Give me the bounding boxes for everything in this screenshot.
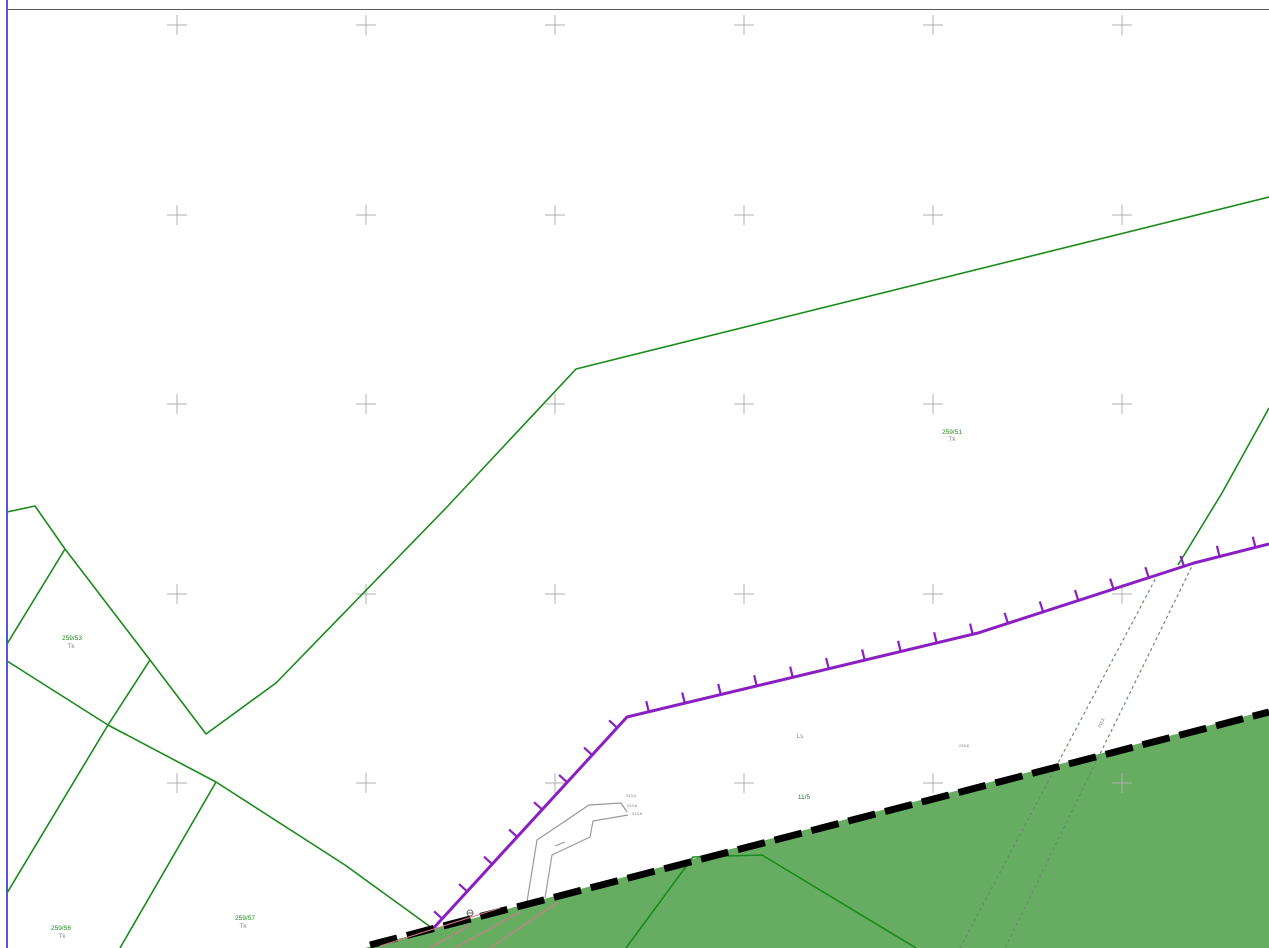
elevation-label-3: 213,6 bbox=[632, 811, 643, 816]
grid-cross-icon bbox=[1112, 773, 1132, 793]
hatch-tick bbox=[583, 746, 593, 756]
structure-inner bbox=[544, 814, 629, 899]
hatch-tick bbox=[969, 623, 974, 635]
grid-cross-icon bbox=[356, 205, 376, 225]
grid-cross-icon bbox=[356, 773, 376, 793]
parcel-boundary-253-left bbox=[6, 548, 66, 645]
hatch-tick bbox=[1179, 555, 1185, 567]
hatch-tick bbox=[433, 910, 443, 920]
hatch-tick bbox=[483, 855, 493, 865]
hatch-tick bbox=[608, 719, 618, 729]
grid-cross-icon bbox=[356, 15, 376, 35]
hatch-tick bbox=[458, 883, 468, 893]
utility-lines bbox=[379, 901, 559, 948]
hatch-tick bbox=[558, 774, 568, 784]
forest-path-a bbox=[959, 573, 1159, 948]
hatch-tick bbox=[897, 640, 902, 652]
grid-cross-icon bbox=[167, 584, 187, 604]
grid-cross-icon bbox=[1112, 15, 1132, 35]
forest-paths bbox=[959, 561, 1195, 948]
elevation-label-1: 213,0 bbox=[626, 793, 637, 798]
hatch-tick bbox=[825, 657, 830, 669]
grid-cross-icon bbox=[167, 394, 187, 414]
parcel-boundary-east bbox=[1177, 407, 1269, 566]
parcel-landuse-259-53: Tk bbox=[67, 643, 75, 650]
hatch-tick bbox=[1251, 536, 1257, 548]
grid-cross-icon bbox=[923, 15, 943, 35]
grid-cross-icon bbox=[923, 394, 943, 414]
grid-cross-icon bbox=[545, 15, 565, 35]
hatch-tick bbox=[789, 666, 794, 678]
parcel-number-259-56: 259/56 bbox=[51, 925, 71, 932]
elevation-label-5: 215,8 bbox=[1096, 717, 1105, 729]
parcel-number-259-51: 259/51 bbox=[942, 429, 962, 436]
structure-outline bbox=[525, 802, 629, 909]
parcel-number-259-57: 259/57 bbox=[235, 915, 255, 922]
grid-cross-icon bbox=[1112, 205, 1132, 225]
structure-outer bbox=[525, 802, 628, 909]
grid-cross-icon bbox=[734, 15, 754, 35]
grid-cross-icon bbox=[167, 773, 187, 793]
grid-cross-icon bbox=[734, 584, 754, 604]
parcel-boundary-257 bbox=[119, 781, 217, 948]
hatch-tick bbox=[1003, 612, 1009, 624]
utility-line-d bbox=[489, 901, 559, 948]
elevation-label-4: 216,8 bbox=[959, 743, 970, 748]
hatch-tick bbox=[753, 674, 758, 687]
parcel-landuse-259-51: Tk bbox=[948, 436, 956, 443]
grid-cross-icon bbox=[923, 584, 943, 604]
hatch-tick bbox=[645, 700, 650, 713]
parcel-number-259-53: 259/53 bbox=[62, 635, 82, 642]
elevation-label-2: 213,6 bbox=[627, 803, 638, 808]
hatch-tick bbox=[681, 692, 686, 704]
parcel-boundary-256 bbox=[6, 724, 109, 894]
hatch-tick bbox=[1144, 566, 1150, 579]
control-point-icon bbox=[466, 909, 474, 917]
hatch-tick bbox=[861, 649, 866, 661]
grid-cross-icon bbox=[545, 394, 565, 414]
utility-line-b bbox=[429, 924, 471, 948]
grid-cross-icon bbox=[545, 205, 565, 225]
grid-cross-icon bbox=[167, 205, 187, 225]
admin-boundary-line bbox=[369, 708, 1269, 948]
utility-line-c bbox=[454, 911, 521, 948]
grid-crosses bbox=[167, 15, 1132, 793]
forest-landuse-label: Ls bbox=[797, 733, 805, 740]
grid-cross-icon bbox=[734, 773, 754, 793]
parcel-boundary-253-right bbox=[107, 659, 151, 726]
grid-cross-icon bbox=[1112, 394, 1132, 414]
hatch-tick bbox=[533, 801, 543, 811]
grid-cross-icon bbox=[356, 584, 376, 604]
grid-cross-icon bbox=[167, 15, 187, 35]
grid-cross-icon bbox=[923, 773, 943, 793]
hatch-tick bbox=[1215, 545, 1221, 557]
hatch-tick bbox=[508, 828, 518, 838]
hatch-tick bbox=[933, 631, 938, 644]
parcel-landuse-259-56: Tk bbox=[58, 933, 66, 940]
grid-cross-icon bbox=[734, 205, 754, 225]
grid-cross-icon bbox=[356, 394, 376, 414]
parcel-boundaries bbox=[6, 196, 1269, 948]
parcel-landuse-259-57: Tk bbox=[239, 923, 247, 930]
forest-parcel-number: 11/5 bbox=[798, 794, 811, 801]
hatch-tick bbox=[1073, 589, 1080, 601]
hatch-tick bbox=[717, 683, 722, 695]
grid-cross-icon bbox=[734, 394, 754, 414]
utility-line-a bbox=[379, 907, 501, 947]
arrow-icon bbox=[554, 841, 566, 847]
forest-inner-boundary bbox=[625, 854, 917, 948]
grid-cross-icon bbox=[923, 205, 943, 225]
hatch-tick bbox=[1109, 578, 1115, 590]
grid-cross-icon bbox=[545, 584, 565, 604]
hatch-tick bbox=[1038, 601, 1045, 613]
parcel-boundary-main bbox=[6, 196, 1269, 735]
hatched-boundary-ticks bbox=[433, 536, 1257, 920]
parcel-boundary-253-bottom bbox=[6, 660, 433, 929]
grid-cross-icon bbox=[545, 773, 565, 793]
